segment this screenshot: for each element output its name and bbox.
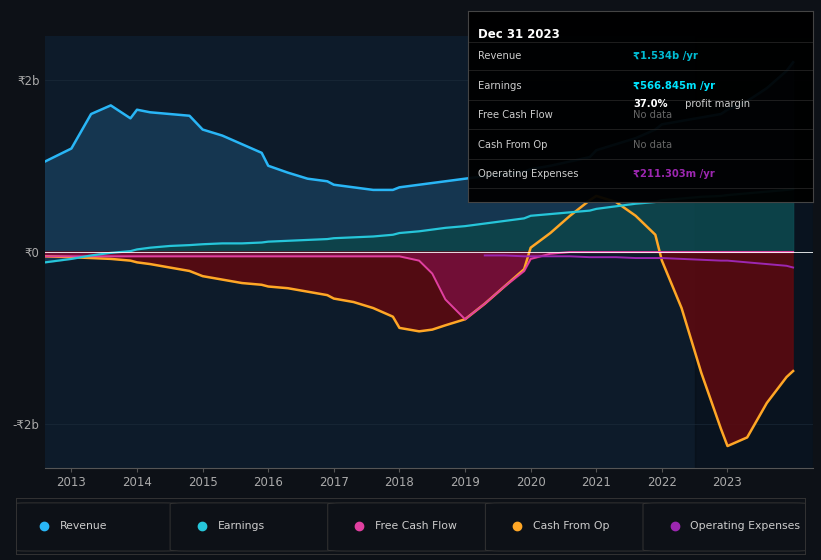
- Bar: [695, 36, 813, 468]
- Text: Free Cash Flow: Free Cash Flow: [375, 521, 457, 531]
- Text: ₹211.303m /yr: ₹211.303m /yr: [634, 169, 715, 179]
- Text: 37.0%: 37.0%: [634, 99, 668, 109]
- Text: No data: No data: [634, 110, 672, 120]
- Text: Earnings: Earnings: [479, 81, 522, 91]
- Text: Operating Expenses: Operating Expenses: [479, 169, 579, 179]
- Text: ₹566.845m /yr: ₹566.845m /yr: [634, 81, 716, 91]
- Text: Revenue: Revenue: [479, 51, 521, 61]
- FancyBboxPatch shape: [328, 503, 493, 551]
- Text: Cash From Op: Cash From Op: [533, 521, 609, 531]
- Text: Earnings: Earnings: [218, 521, 264, 531]
- FancyBboxPatch shape: [643, 503, 809, 551]
- Text: No data: No data: [634, 139, 672, 150]
- Text: profit margin: profit margin: [681, 99, 750, 109]
- Text: ₹1.534b /yr: ₹1.534b /yr: [634, 51, 699, 61]
- Text: Dec 31 2023: Dec 31 2023: [479, 29, 560, 41]
- FancyBboxPatch shape: [12, 503, 178, 551]
- Text: Free Cash Flow: Free Cash Flow: [479, 110, 553, 120]
- Text: Cash From Op: Cash From Op: [479, 139, 548, 150]
- Text: Revenue: Revenue: [60, 521, 108, 531]
- FancyBboxPatch shape: [485, 503, 651, 551]
- Text: Operating Expenses: Operating Expenses: [690, 521, 800, 531]
- FancyBboxPatch shape: [170, 503, 336, 551]
